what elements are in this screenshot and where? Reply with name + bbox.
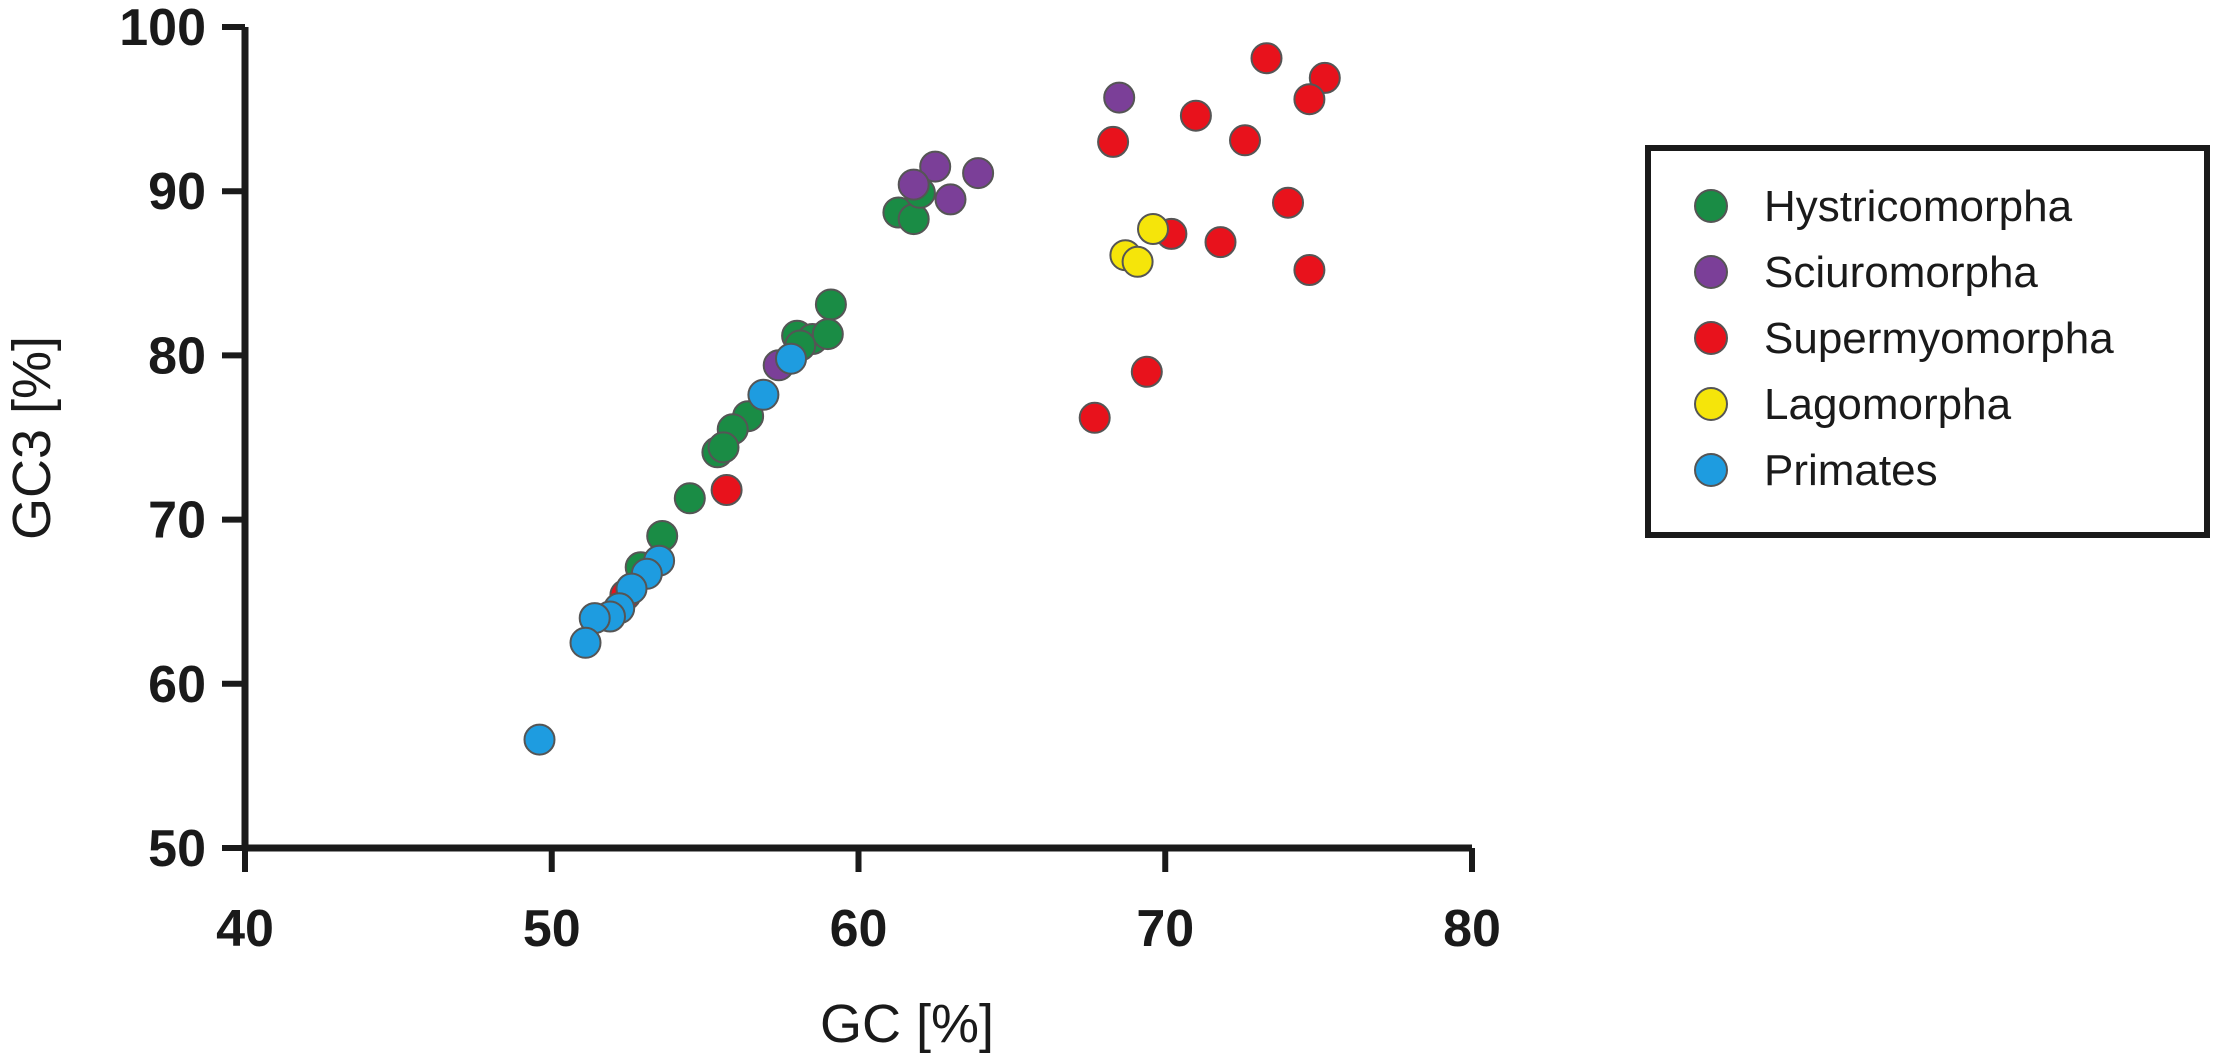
point-supermyomorpha — [1229, 124, 1261, 157]
point-sciuromorpha — [897, 168, 930, 201]
y-tick-label: 50 — [148, 820, 206, 878]
point-hystricomorpha — [811, 318, 844, 351]
point-primates — [569, 626, 602, 659]
x-tick-label: 40 — [216, 900, 274, 958]
legend-label-supermyomorpha: Supermyomorpha — [1764, 314, 2114, 363]
legend-items: Hystricomorpha Sciuromorpha Supermyomorpha… — [1694, 182, 2114, 495]
point-lagomorpha — [1121, 245, 1154, 278]
legend: Hystricomorpha Sciuromorpha Supermyomorpha… — [1645, 145, 2210, 538]
point-hystricomorpha — [814, 288, 847, 321]
x-tick-label: 80 — [1443, 900, 1501, 958]
point-sciuromorpha — [934, 183, 967, 216]
point-supermyomorpha — [1078, 401, 1111, 434]
legend-box — [1645, 145, 2210, 538]
y-axis-title: GC3 [%] — [2, 336, 62, 540]
point-primates — [523, 723, 556, 756]
point-lagomorpha — [1137, 213, 1169, 245]
point-supermyomorpha — [1272, 186, 1304, 219]
point-primates — [775, 342, 807, 375]
point-primates — [747, 378, 780, 411]
y-tick-label: 80 — [148, 327, 206, 385]
point-supermyomorpha — [1293, 254, 1326, 286]
x-tick-label: 70 — [1136, 900, 1194, 958]
y-ticks: 50 60 70 80 90 100 — [119, 0, 245, 878]
point-sciuromorpha — [919, 150, 952, 183]
legend-label-primates: Primates — [1764, 446, 1938, 495]
legend-label-lagomorpha: Lagomorpha — [1764, 380, 2012, 429]
point-hystricomorpha — [673, 482, 706, 515]
x-axis-title: GC [%] — [820, 994, 994, 1054]
point-hystricomorpha — [897, 203, 930, 236]
y-tick-label: 100 — [119, 0, 206, 57]
legend-label-sciuromorpha: Sciuromorpha — [1764, 248, 2038, 297]
point-hystricomorpha — [707, 431, 740, 464]
point-supermyomorpha — [1250, 42, 1283, 75]
point-sciuromorpha — [1103, 81, 1136, 114]
legend-marker-hystricomorpha — [1694, 189, 1728, 223]
point-sciuromorpha — [962, 157, 995, 190]
point-supermyomorpha — [1204, 226, 1237, 259]
legend-marker-lagomorpha — [1694, 387, 1728, 421]
point-supermyomorpha — [1179, 99, 1212, 132]
legend-marker-primates — [1694, 453, 1728, 487]
x-tick-label: 60 — [830, 900, 888, 958]
point-supermyomorpha — [1293, 83, 1326, 116]
data-points — [523, 42, 1341, 756]
point-supermyomorpha — [1130, 355, 1163, 388]
x-ticks: 40 50 60 70 80 — [216, 848, 1501, 958]
y-tick-label: 90 — [148, 163, 206, 221]
x-tick-label: 50 — [523, 900, 581, 958]
point-supermyomorpha — [1097, 125, 1130, 158]
legend-marker-sciuromorpha — [1694, 255, 1728, 289]
y-tick-label: 70 — [148, 492, 206, 550]
point-supermyomorpha — [710, 474, 743, 506]
legend-marker-supermyomorpha — [1694, 321, 1728, 355]
y-tick-label: 60 — [148, 656, 206, 714]
legend-label-hystricomorpha: Hystricomorpha — [1764, 182, 2073, 231]
